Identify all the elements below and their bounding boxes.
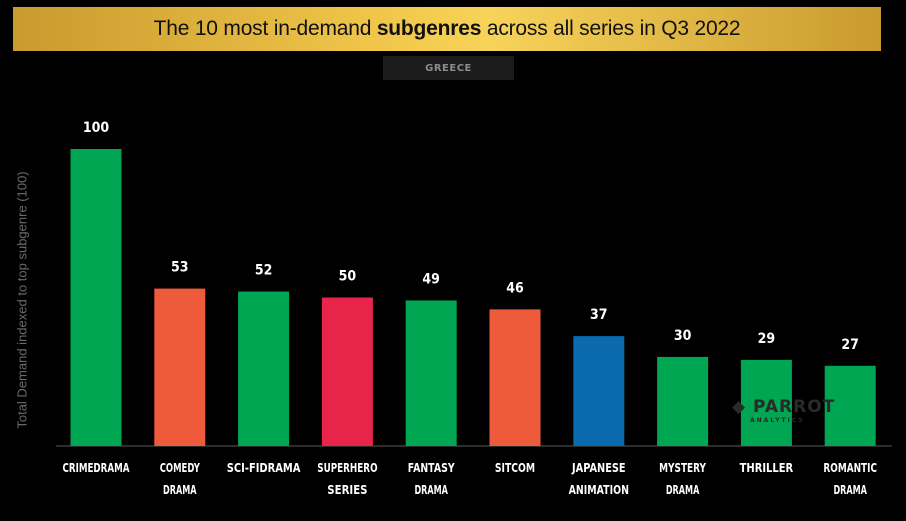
watermark-icon: ◆: [732, 397, 753, 417]
category-tick-label: SITCOM: [495, 461, 535, 475]
category-tick-label: ROMANTIC: [823, 461, 877, 475]
category-tick-label: DRAMA: [666, 483, 700, 497]
bar: [238, 291, 290, 446]
chart-title: The 10 most in-demand subgenres across a…: [13, 7, 881, 51]
data-label: 100: [83, 120, 110, 136]
category-tick-label: CRIMEDRAMA: [63, 461, 131, 475]
bar: [740, 359, 792, 446]
data-label: 52: [255, 263, 273, 279]
bar: [405, 300, 457, 446]
region-tab[interactable]: GREECE: [383, 56, 514, 80]
bar: [824, 365, 876, 446]
data-label: 50: [339, 269, 357, 285]
category-tick-label: ANIMATION: [569, 483, 629, 497]
category-tick-label: COMEDY: [160, 461, 200, 475]
data-label: 46: [506, 280, 524, 296]
title-bold: subgenres: [376, 17, 482, 40]
data-label: 30: [674, 328, 692, 344]
category-tick-label: SERIES: [327, 483, 367, 497]
category-tick-label: JAPANESE: [571, 461, 625, 475]
bar: [321, 297, 373, 446]
bar: [657, 356, 709, 446]
category-tick-label: FANTASY: [408, 461, 455, 475]
parrot-watermark: ◆ PARROT ANALYTICS: [732, 397, 835, 424]
category-tick-label: DRAMA: [163, 483, 197, 497]
category-tick-label: THRILLER: [740, 461, 794, 475]
data-label: 29: [758, 331, 776, 347]
data-label: 27: [841, 337, 859, 353]
data-label: 53: [171, 260, 189, 276]
title-prefix: The 10 most in-demand: [153, 17, 377, 40]
category-tick-label: DRAMA: [833, 483, 867, 497]
title-suffix: across all series in Q3 2022: [481, 17, 741, 40]
category-tick-label: SUPERHERO: [317, 461, 377, 475]
bar: [489, 309, 541, 446]
data-label: 37: [590, 307, 608, 323]
category-tick-label: MYSTERY: [659, 461, 706, 475]
category-tick-label: SCI-FIDRAMA: [227, 461, 301, 475]
category-tick-label: DRAMA: [414, 483, 448, 497]
bar: [573, 336, 625, 446]
bar: [154, 288, 206, 446]
data-label: 49: [422, 271, 440, 287]
watermark-sub: ANALYTICS: [750, 417, 805, 424]
watermark-name: PARROT: [753, 397, 836, 417]
bar: [70, 149, 122, 446]
